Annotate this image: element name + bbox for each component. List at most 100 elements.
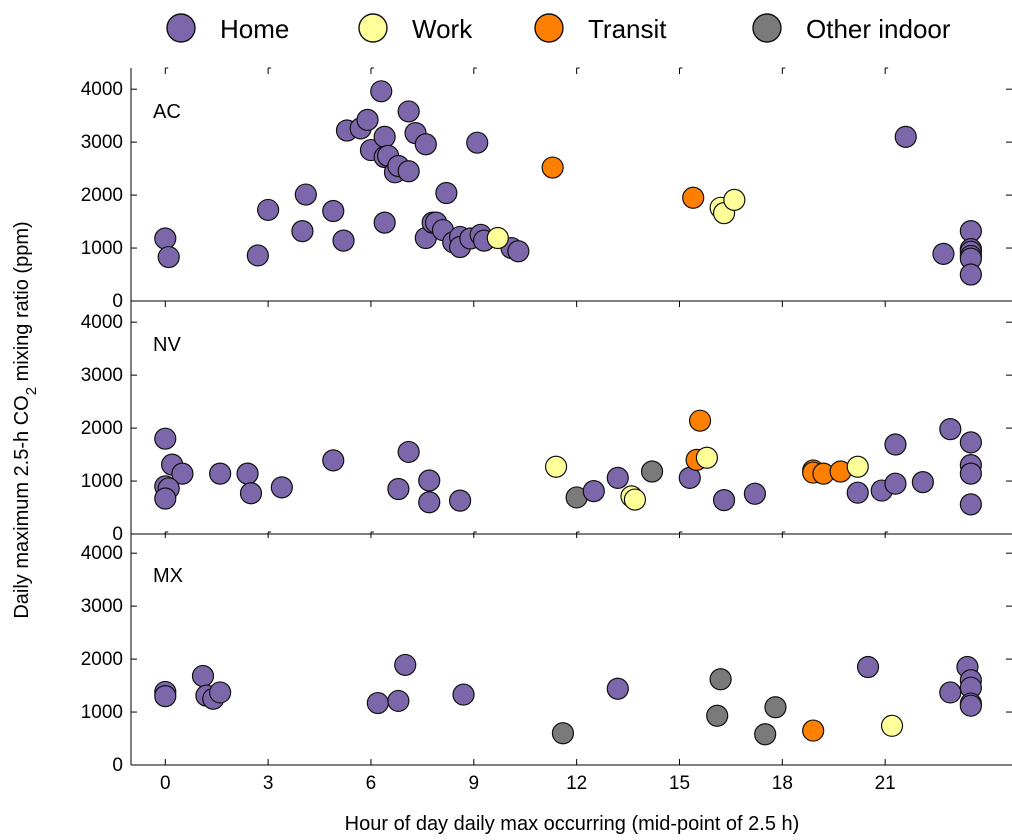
legend: Home Work Transit Other indoor (166, 13, 951, 44)
data-point-home (743, 482, 766, 505)
panel-label: MX (153, 565, 183, 587)
data-point-home (884, 472, 907, 495)
data-point-home (959, 462, 982, 485)
data-point-transit (541, 156, 564, 179)
data-point-home (370, 80, 393, 103)
data-point-home (959, 694, 982, 717)
data-point-home (466, 131, 489, 154)
y-tick-label: 3000 (81, 365, 123, 386)
data-point-home (291, 220, 314, 243)
x-tick-label: 9 (469, 773, 480, 794)
data-point-transit (802, 719, 825, 742)
data-point-home (939, 681, 962, 704)
data-point-home (239, 482, 263, 505)
y-tick-label: 2000 (81, 185, 123, 206)
legend-item-home: Home (166, 13, 289, 44)
data-point-home (397, 160, 420, 183)
data-point-work (623, 488, 647, 511)
y-tick-label: 2000 (81, 418, 123, 439)
data-point-home (154, 427, 177, 450)
x-tick-label: 15 (669, 773, 690, 794)
data-point-home (191, 664, 215, 688)
legend-label-transit: Transit (588, 14, 667, 44)
y-tick-label: 2000 (81, 649, 123, 670)
data-point-home (606, 466, 629, 489)
data-point-work (723, 188, 746, 211)
data-point-work (544, 455, 568, 478)
x-tick-label: 0 (160, 773, 171, 794)
data-point-home (452, 683, 475, 706)
data-point-home (712, 489, 736, 512)
panels: 0 1000 2000 3000 4000 AC 0 1000 2000 3000 4000 NV 0 1… (81, 67, 1012, 794)
data-point-other (764, 696, 787, 719)
data-point-home (373, 211, 396, 234)
data-point-home (435, 181, 458, 205)
data-point-home (856, 655, 880, 679)
data-point-home (366, 691, 389, 715)
data-point-home (154, 685, 177, 708)
y-tick-label: 1000 (81, 238, 123, 259)
y-tick-label: 3000 (81, 596, 123, 617)
data-point-other (640, 460, 664, 483)
data-point-work (846, 455, 869, 478)
x-tick-label: 3 (263, 773, 274, 794)
data-point-home (373, 125, 396, 148)
legend-item-other: Other indoor (752, 13, 951, 44)
data-point-home (209, 681, 232, 704)
y-tick-label: 4000 (81, 79, 123, 100)
data-point-home (418, 469, 441, 492)
legend-marker-other (752, 13, 782, 43)
y-axis-label: Daily maximum 2.5-h CO2 mixing ratio (pp… (11, 221, 40, 618)
y-tick-label: 0 (112, 524, 123, 545)
data-point-home (582, 480, 605, 503)
data-point-home (356, 108, 379, 131)
data-point-home (448, 489, 472, 512)
data-point-home (932, 242, 955, 265)
data-point-home (209, 462, 232, 485)
data-point-home (171, 462, 194, 485)
y-tick-label: 4000 (81, 543, 123, 564)
data-point-home (606, 677, 629, 700)
legend-item-work: Work (358, 13, 473, 44)
data-point-home (884, 433, 907, 456)
data-point-home (154, 227, 177, 250)
data-point-other (706, 704, 729, 727)
data-point-home (387, 477, 410, 501)
data-point-home (257, 198, 280, 222)
legend-item-transit: Transit (534, 13, 667, 44)
data-point-home (397, 100, 420, 123)
data-point-home (959, 263, 982, 286)
data-point-home (394, 653, 417, 677)
y-axis-label-subscript: 2 (23, 387, 40, 395)
data-point-home (959, 493, 982, 516)
y-axis-label-main: Daily maximum 2.5-h CO (11, 395, 33, 618)
data-point-home (246, 244, 269, 267)
axes-text: Hour of day daily max occurring (mid-poi… (11, 221, 799, 835)
y-tick-label: 0 (112, 755, 123, 776)
data-point-work (486, 226, 509, 250)
legend-marker-transit (534, 13, 564, 43)
x-tick-label: 18 (772, 773, 793, 794)
data-point-home (157, 245, 180, 269)
panel-label: NV (153, 334, 181, 356)
data-point-home (911, 471, 934, 494)
data-point-other (551, 722, 575, 745)
data-point-home (154, 487, 177, 510)
data-point-home (332, 229, 355, 252)
data-point-home (397, 440, 420, 464)
data-point-other (709, 668, 732, 691)
data-point-home (939, 418, 962, 441)
data-point-home (959, 431, 982, 454)
data-point-home (414, 133, 437, 156)
data-point-home (270, 476, 293, 499)
data-point-home (236, 462, 259, 485)
data-point-work (880, 714, 904, 737)
legend-label-home: Home (220, 14, 289, 44)
y-tick-label: 4000 (81, 312, 123, 333)
panel-nv: 0 1000 2000 3000 4000 NV (81, 300, 1012, 545)
x-axis-label: Hour of day daily max occurring (mid-poi… (345, 813, 800, 835)
legend-label-other: Other indoor (806, 14, 951, 44)
y-axis-label-rest: mixing ratio (ppm) (11, 221, 33, 387)
data-point-home (846, 481, 869, 504)
